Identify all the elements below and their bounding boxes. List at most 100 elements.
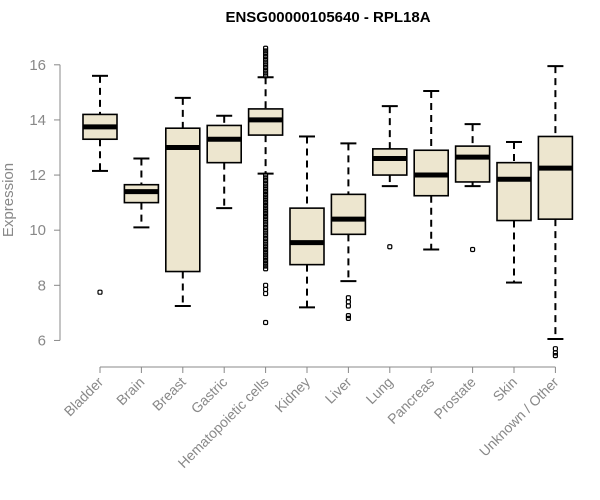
outlier-point	[263, 233, 269, 239]
outlier-point	[263, 51, 269, 57]
box-pancreas	[413, 89, 450, 251]
iqr-box	[206, 124, 242, 164]
outlier-point	[263, 53, 269, 60]
x-tick-label: Bladder	[61, 374, 107, 420]
outlier-point	[345, 303, 351, 309]
outlier-point	[345, 313, 351, 319]
outlier-point	[263, 249, 269, 255]
outlier-point	[263, 200, 269, 206]
y-tick-label: 8	[38, 277, 46, 294]
iqr-box	[537, 135, 574, 220]
outlier-point	[263, 238, 269, 244]
y-tick-label: 12	[29, 167, 46, 184]
outlier-point	[345, 295, 351, 301]
iqr-box	[289, 207, 325, 266]
outlier-point	[263, 172, 269, 178]
outlier-point	[263, 175, 269, 181]
outlier-point	[552, 352, 559, 359]
outlier-point	[263, 70, 269, 76]
x-tick-label: Skin	[490, 374, 521, 405]
outlier-point	[97, 289, 103, 295]
box-breast	[165, 96, 201, 307]
box-brain	[123, 157, 160, 229]
outlier-point	[263, 230, 269, 236]
outlier-point	[263, 257, 269, 264]
box-bladder	[82, 74, 118, 295]
outlier-point	[345, 315, 351, 321]
x-tick-label: Prostate	[431, 374, 479, 422]
iqr-box	[496, 161, 532, 222]
iqr-box	[165, 127, 201, 273]
outlier-point	[263, 244, 269, 250]
iqr-box	[454, 145, 491, 183]
y-axis-label: Expression	[0, 163, 17, 237]
outlier-point	[263, 48, 269, 54]
outlier-point	[263, 194, 269, 200]
outlier-point	[345, 299, 351, 305]
outlier-point	[470, 246, 476, 253]
chart-title: ENSG00000105640 - RPL18A	[225, 9, 430, 26]
x-tick-label: Kidney	[272, 374, 314, 416]
outlier-point	[263, 183, 269, 189]
box-liver	[330, 142, 367, 321]
x-tick-label: Brain	[113, 374, 147, 408]
outlier-point	[263, 319, 269, 326]
outlier-point	[263, 266, 269, 272]
box-kidney	[289, 135, 325, 309]
outlier-point	[263, 211, 269, 217]
y-tick-label: 10	[29, 222, 46, 239]
x-tick-label: Unknown / Other	[476, 374, 562, 460]
outlier-point	[263, 227, 269, 233]
outlier-point	[263, 45, 269, 51]
iqr-box	[330, 193, 367, 236]
outlier-point	[263, 241, 269, 247]
box-series	[82, 45, 574, 359]
outlier-point	[263, 290, 269, 297]
outlier-point	[263, 73, 269, 79]
outlier-point	[263, 246, 269, 253]
outlier-point	[387, 244, 393, 250]
outlier-point	[263, 263, 269, 269]
outlier-point	[552, 346, 559, 352]
y-tick-label: 16	[29, 57, 46, 74]
outlier-point	[263, 186, 269, 192]
outlier-point	[263, 180, 269, 186]
outlier-point	[263, 252, 269, 258]
outlier-point	[263, 188, 269, 195]
outlier-point	[263, 67, 269, 73]
outlier-point	[263, 197, 269, 203]
outlier-point	[263, 219, 269, 225]
outlier-point	[263, 62, 269, 68]
box-prostate	[454, 123, 491, 253]
iqr-box	[371, 148, 408, 176]
outlier-point	[263, 213, 269, 220]
outlier-point	[263, 56, 269, 62]
outlier-point	[263, 177, 269, 184]
box-unknown-other	[537, 65, 574, 359]
outlier-point	[263, 191, 269, 197]
outlier-point	[263, 205, 269, 211]
outlier-point	[263, 282, 269, 288]
outlier-point	[263, 64, 269, 71]
outlier-point	[552, 350, 559, 356]
x-tick-label: Lung	[363, 374, 396, 407]
x-tick-label: Breast	[149, 374, 189, 414]
outlier-point	[263, 202, 269, 208]
outlier-point	[263, 235, 269, 242]
y-axis: 6 8 10 12 14 16	[29, 57, 61, 349]
outlier-point	[263, 59, 269, 65]
x-tick-label: Liver	[322, 374, 355, 407]
outlier-point	[263, 260, 269, 266]
outlier-point	[263, 255, 269, 261]
outlier-point	[263, 216, 269, 222]
box-hematopoietic-cells	[247, 45, 284, 326]
box-gastric	[206, 114, 242, 210]
outlier-point	[263, 286, 269, 293]
y-tick-label: 14	[29, 112, 46, 129]
outlier-point	[263, 222, 269, 228]
outlier-point	[263, 224, 269, 231]
box-lung	[371, 105, 408, 250]
y-tick-label: 6	[38, 332, 46, 349]
